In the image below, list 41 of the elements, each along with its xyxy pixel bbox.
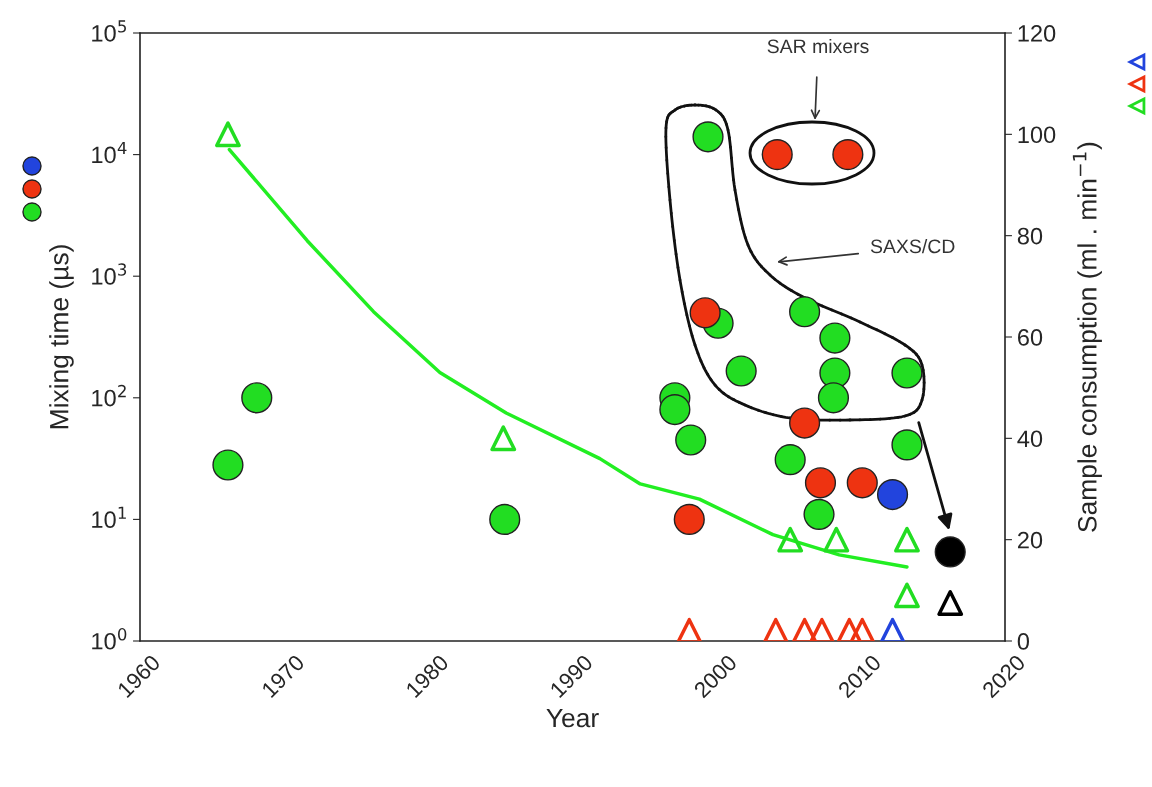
point bbox=[774, 444, 806, 476]
y-axis-title: Mixing time (µs) bbox=[49, 245, 74, 429]
point bbox=[725, 355, 757, 387]
point bbox=[817, 382, 850, 414]
point bbox=[489, 503, 521, 535]
y2-axis-title: Sample consumption (ml . min$^{−1}$) bbox=[1072, 142, 1102, 532]
point bbox=[673, 503, 705, 535]
point bbox=[761, 139, 793, 171]
point bbox=[891, 357, 923, 389]
y-tick-label: 10$^{4}$ bbox=[92, 141, 127, 164]
point bbox=[934, 536, 966, 568]
point bbox=[241, 382, 273, 414]
point bbox=[659, 393, 691, 426]
y-tick-label: 10$^{1}$ bbox=[92, 506, 126, 529]
point bbox=[675, 424, 707, 456]
point bbox=[876, 478, 909, 511]
y2-tick-label: 40 bbox=[1017, 430, 1043, 448]
point bbox=[891, 429, 923, 461]
y2-tick-label: 60 bbox=[1018, 329, 1043, 346]
point bbox=[803, 498, 835, 530]
y-tick-label: 10$^{0}$ bbox=[92, 628, 127, 650]
y-tick-label: 10$^{2}$ bbox=[92, 384, 126, 407]
y2-tick-label: 120 bbox=[1018, 25, 1056, 42]
y2-tick-label: 0 bbox=[1017, 633, 1030, 650]
point bbox=[789, 296, 821, 328]
y2-tick-label: 80 bbox=[1017, 227, 1043, 245]
point bbox=[789, 407, 821, 439]
y2-tick-label: 100 bbox=[1018, 126, 1056, 144]
point bbox=[212, 449, 244, 481]
point bbox=[804, 467, 837, 499]
point bbox=[846, 467, 878, 499]
annotation: SAR mixers bbox=[767, 38, 869, 54]
x-axis-title: Year bbox=[546, 708, 599, 728]
point bbox=[689, 297, 721, 329]
point bbox=[692, 121, 724, 153]
y-tick-label: 10$^{3}$ bbox=[92, 263, 127, 285]
point bbox=[832, 139, 864, 171]
point bbox=[819, 322, 851, 354]
annotation: SAXS/CD bbox=[870, 238, 955, 254]
y-tick-label: 10$^{5}$ bbox=[92, 20, 126, 42]
y2-tick-label: 20 bbox=[1017, 531, 1043, 549]
